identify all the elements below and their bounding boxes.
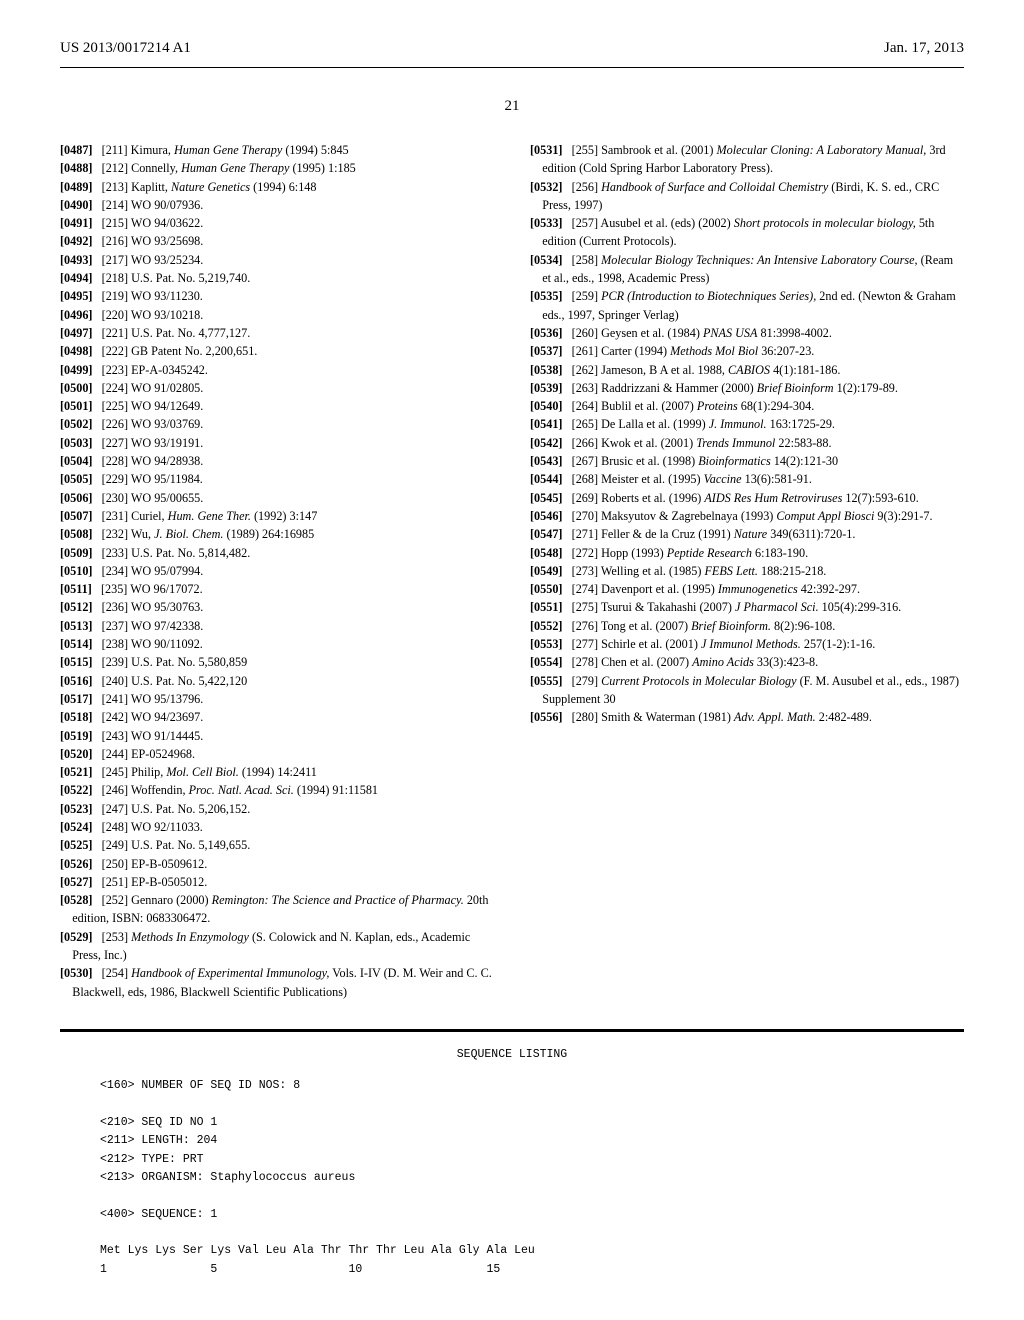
content-columns: [0487] [211] Kimura, Human Gene Therapy … — [60, 141, 964, 1001]
reference-item: [0500] [224] WO 91/02805. — [60, 379, 494, 397]
reference-item: [0540] [264] Bublil et al. (2007) Protei… — [530, 397, 964, 415]
reference-item: [0556] [280] Smith & Waterman (1981) Adv… — [530, 708, 964, 726]
reference-item: [0550] [274] Davenport et al. (1995) Imm… — [530, 580, 964, 598]
reference-item: [0495] [219] WO 93/11230. — [60, 287, 494, 305]
reference-item: [0489] [213] Kaplitt, Nature Genetics (1… — [60, 178, 494, 196]
reference-item: [0552] [276] Tong et al. (2007) Brief Bi… — [530, 617, 964, 635]
reference-item: [0487] [211] Kimura, Human Gene Therapy … — [60, 141, 494, 159]
reference-item: [0538] [262] Jameson, B A et al. 1988, C… — [530, 361, 964, 379]
reference-item: [0515] [239] U.S. Pat. No. 5,580,859 — [60, 653, 494, 671]
reference-item: [0501] [225] WO 94/12649. — [60, 397, 494, 415]
reference-item: [0553] [277] Schirle et al. (2001) J Imm… — [530, 635, 964, 653]
reference-item: [0532] [256] Handbook of Surface and Col… — [530, 178, 964, 215]
reference-item: [0549] [273] Welling et al. (1985) FEBS … — [530, 562, 964, 580]
reference-item: [0534] [258] Molecular Biology Technique… — [530, 251, 964, 288]
doc-number: US 2013/0017214 A1 — [60, 40, 191, 57]
reference-item: [0494] [218] U.S. Pat. No. 5,219,740. — [60, 269, 494, 287]
reference-item: [0523] [247] U.S. Pat. No. 5,206,152. — [60, 800, 494, 818]
reference-item: [0492] [216] WO 93/25698. — [60, 232, 494, 250]
reference-item: [0491] [215] WO 94/03622. — [60, 214, 494, 232]
reference-item: [0528] [252] Gennaro (2000) Remington: T… — [60, 891, 494, 928]
reference-item: [0533] [257] Ausubel et al. (eds) (2002)… — [530, 214, 964, 251]
reference-item: [0510] [234] WO 95/07994. — [60, 562, 494, 580]
reference-item: [0504] [228] WO 94/28938. — [60, 452, 494, 470]
reference-item: [0521] [245] Philip, Mol. Cell Biol. (19… — [60, 763, 494, 781]
reference-item: [0520] [244] EP-0524968. — [60, 745, 494, 763]
page-number: 21 — [60, 98, 964, 115]
reference-item: [0516] [240] U.S. Pat. No. 5,422,120 — [60, 672, 494, 690]
reference-item: [0545] [269] Roberts et al. (1996) AIDS … — [530, 489, 964, 507]
reference-item: [0506] [230] WO 95/00655. — [60, 489, 494, 507]
reference-item: [0529] [253] Methods In Enzymology (S. C… — [60, 928, 494, 965]
reference-item: [0498] [222] GB Patent No. 2,200,651. — [60, 342, 494, 360]
reference-item: [0551] [275] Tsurui & Takahashi (2007) J… — [530, 598, 964, 616]
reference-item: [0541] [265] De Lalla et al. (1999) J. I… — [530, 415, 964, 433]
reference-item: [0536] [260] Geysen et al. (1984) PNAS U… — [530, 324, 964, 342]
sequence-rule — [60, 1029, 964, 1032]
reference-item: [0527] [251] EP-B-0505012. — [60, 873, 494, 891]
reference-item: [0512] [236] WO 95/30763. — [60, 598, 494, 616]
reference-item: [0531] [255] Sambrook et al. (2001) Mole… — [530, 141, 964, 178]
reference-item: [0511] [235] WO 96/17072. — [60, 580, 494, 598]
reference-item: [0522] [246] Woffendin, Proc. Natl. Acad… — [60, 781, 494, 799]
reference-item: [0543] [267] Brusic et al. (1998) Bioinf… — [530, 452, 964, 470]
reference-item: [0555] [279] Current Protocols in Molecu… — [530, 672, 964, 709]
reference-item: [0547] [271] Feller & de la Cruz (1991) … — [530, 525, 964, 543]
reference-item: [0502] [226] WO 93/03769. — [60, 415, 494, 433]
reference-item: [0493] [217] WO 93/25234. — [60, 251, 494, 269]
header-rule — [60, 67, 964, 68]
reference-item: [0537] [261] Carter (1994) Methods Mol B… — [530, 342, 964, 360]
doc-date: Jan. 17, 2013 — [884, 40, 964, 57]
reference-item: [0497] [221] U.S. Pat. No. 4,777,127. — [60, 324, 494, 342]
reference-item: [0507] [231] Curiel, Hum. Gene Ther. (19… — [60, 507, 494, 525]
right-column: [0531] [255] Sambrook et al. (2001) Mole… — [530, 141, 964, 1001]
reference-item: [0539] [263] Raddrizzani & Hammer (2000)… — [530, 379, 964, 397]
reference-item: [0505] [229] WO 95/11984. — [60, 470, 494, 488]
reference-item: [0490] [214] WO 90/07936. — [60, 196, 494, 214]
reference-item: [0496] [220] WO 93/10218. — [60, 306, 494, 324]
reference-item: [0524] [248] WO 92/11033. — [60, 818, 494, 836]
reference-item: [0503] [227] WO 93/19191. — [60, 434, 494, 452]
reference-item: [0554] [278] Chen et al. (2007) Amino Ac… — [530, 653, 964, 671]
reference-item: [0530] [254] Handbook of Experimental Im… — [60, 964, 494, 1001]
sequence-title: SEQUENCE LISTING — [60, 1048, 964, 1061]
sequence-listing: <160> NUMBER OF SEQ ID NOS: 8 <210> SEQ … — [100, 1077, 964, 1279]
reference-item: [0548] [272] Hopp (1993) Peptide Researc… — [530, 544, 964, 562]
reference-item: [0518] [242] WO 94/23697. — [60, 708, 494, 726]
reference-item: [0542] [266] Kwok et al. (2001) Trends I… — [530, 434, 964, 452]
reference-item: [0509] [233] U.S. Pat. No. 5,814,482. — [60, 544, 494, 562]
reference-item: [0535] [259] PCR (Introduction to Biotec… — [530, 287, 964, 324]
reference-item: [0488] [212] Connelly, Human Gene Therap… — [60, 159, 494, 177]
reference-item: [0519] [243] WO 91/14445. — [60, 727, 494, 745]
reference-item: [0514] [238] WO 90/11092. — [60, 635, 494, 653]
reference-item: [0544] [268] Meister et al. (1995) Vacci… — [530, 470, 964, 488]
reference-item: [0546] [270] Maksyutov & Zagrebelnaya (1… — [530, 507, 964, 525]
reference-item: [0513] [237] WO 97/42338. — [60, 617, 494, 635]
reference-item: [0508] [232] Wu, J. Biol. Chem. (1989) 2… — [60, 525, 494, 543]
left-column: [0487] [211] Kimura, Human Gene Therapy … — [60, 141, 494, 1001]
reference-item: [0517] [241] WO 95/13796. — [60, 690, 494, 708]
reference-item: [0525] [249] U.S. Pat. No. 5,149,655. — [60, 836, 494, 854]
reference-item: [0526] [250] EP-B-0509612. — [60, 855, 494, 873]
page-header: US 2013/0017214 A1 Jan. 17, 2013 — [60, 40, 964, 57]
reference-item: [0499] [223] EP-A-0345242. — [60, 361, 494, 379]
